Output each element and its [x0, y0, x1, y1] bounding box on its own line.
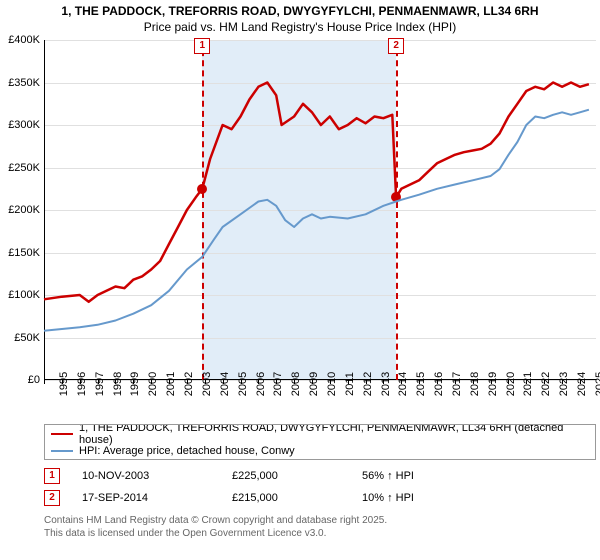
plot-area: 12 — [44, 40, 596, 380]
y-tick-label: £150K — [8, 247, 40, 259]
y-tick-label: £100K — [8, 289, 40, 301]
title-block: 1, THE PADDOCK, TREFORRIS ROAD, DWYGYFYL… — [0, 0, 600, 35]
line-series-svg — [44, 40, 596, 380]
y-tick-label: £400K — [8, 34, 40, 46]
transaction-marker-2: 2 — [44, 490, 60, 506]
x-tick-mark — [258, 380, 259, 384]
x-tick-mark — [44, 380, 45, 384]
x-tick-label: 2025 — [580, 372, 600, 396]
x-tick-mark — [330, 380, 331, 384]
footer-line-2: This data is licensed under the Open Gov… — [44, 527, 594, 540]
x-tick-mark — [205, 380, 206, 384]
x-tick-mark — [419, 380, 420, 384]
x-tick-mark — [62, 380, 63, 384]
x-tick-mark — [455, 380, 456, 384]
x-tick-mark — [473, 380, 474, 384]
transaction-delta-1: 56% ↑ HPI — [362, 470, 492, 482]
x-tick-mark — [223, 380, 224, 384]
y-tick-label: £0 — [28, 374, 40, 386]
y-tick-label: £50K — [14, 332, 40, 344]
chart-subtitle: Price paid vs. HM Land Registry's House … — [10, 20, 590, 36]
series-hpi — [44, 110, 589, 331]
x-tick-mark — [348, 380, 349, 384]
x-tick-mark — [562, 380, 563, 384]
x-tick-mark — [187, 380, 188, 384]
footer-attribution: Contains HM Land Registry data © Crown c… — [44, 514, 594, 540]
transaction-date-2: 17-SEP-2014 — [82, 492, 232, 504]
chart-container: 1, THE PADDOCK, TREFORRIS ROAD, DWYGYFYL… — [0, 0, 600, 560]
x-tick-mark — [80, 380, 81, 384]
legend-item-1: 1, THE PADDOCK, TREFORRIS ROAD, DWYGYFYL… — [45, 425, 595, 442]
legend-label-2: HPI: Average price, detached house, Conw… — [79, 445, 295, 457]
footer-line-1: Contains HM Land Registry data © Crown c… — [44, 514, 594, 527]
transaction-row-2: 2 17-SEP-2014 £215,000 10% ↑ HPI — [44, 487, 594, 509]
x-tick-mark — [491, 380, 492, 384]
x-tick-mark — [98, 380, 99, 384]
y-tick-label: £200K — [8, 204, 40, 216]
transaction-date-1: 10-NOV-2003 — [82, 470, 232, 482]
x-tick-mark — [526, 380, 527, 384]
x-tick-mark — [437, 380, 438, 384]
legend-swatch-2 — [51, 450, 73, 452]
legend-label-1: 1, THE PADDOCK, TREFORRIS ROAD, DWYGYFYL… — [79, 424, 595, 446]
y-axis: £0£50K£100K£150K£200K£250K£300K£350K£400… — [0, 40, 44, 380]
y-tick-label: £250K — [8, 162, 40, 174]
x-tick-mark — [544, 380, 545, 384]
legend: 1, THE PADDOCK, TREFORRIS ROAD, DWYGYFYL… — [44, 424, 596, 460]
series-price_paid — [44, 83, 589, 302]
x-tick-mark — [401, 380, 402, 384]
transaction-marker-1: 1 — [44, 468, 60, 484]
x-tick-mark — [366, 380, 367, 384]
y-tick-label: £350K — [8, 77, 40, 89]
x-tick-mark — [580, 380, 581, 384]
x-axis: 1995199619971998199920002001200220032004… — [44, 380, 596, 420]
transaction-price-1: £225,000 — [232, 470, 362, 482]
x-tick-mark — [169, 380, 170, 384]
transaction-row-1: 1 10-NOV-2003 £225,000 56% ↑ HPI — [44, 465, 594, 487]
transaction-delta-2: 10% ↑ HPI — [362, 492, 492, 504]
x-tick-mark — [383, 380, 384, 384]
x-tick-mark — [276, 380, 277, 384]
transaction-table: 1 10-NOV-2003 £225,000 56% ↑ HPI 2 17-SE… — [44, 465, 594, 509]
transaction-price-2: £215,000 — [232, 492, 362, 504]
chart-title: 1, THE PADDOCK, TREFORRIS ROAD, DWYGYFYL… — [10, 4, 590, 20]
y-tick-label: £300K — [8, 119, 40, 131]
x-tick-mark — [294, 380, 295, 384]
legend-swatch-1 — [51, 433, 73, 435]
x-tick-mark — [241, 380, 242, 384]
x-tick-mark — [508, 380, 509, 384]
x-tick-mark — [312, 380, 313, 384]
x-tick-mark — [115, 380, 116, 384]
x-tick-mark — [133, 380, 134, 384]
x-tick-mark — [151, 380, 152, 384]
